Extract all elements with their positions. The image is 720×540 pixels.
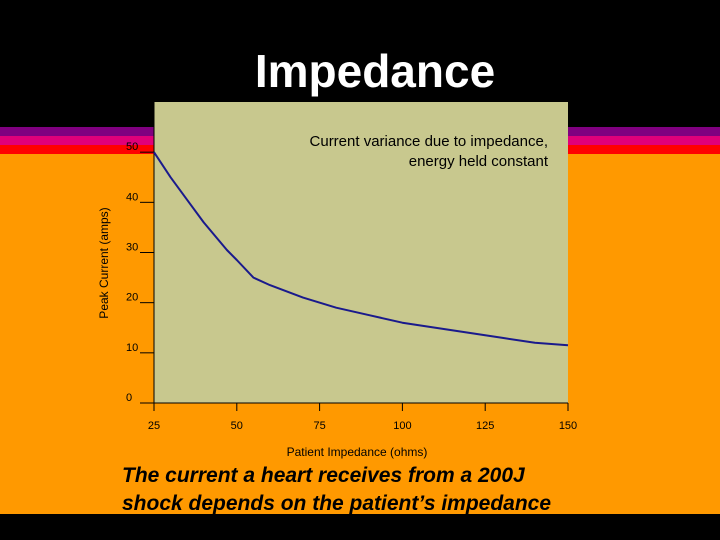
slide-caption: The current a heart receives from a 200J… [122, 462, 682, 518]
x-tick-label: 125 [476, 420, 494, 432]
x-tick-label: 50 [231, 420, 243, 432]
y-tick-label: 60 [126, 91, 138, 103]
y-tick-label: 30 [126, 242, 138, 254]
y-tick-label: 10 [126, 342, 138, 354]
x-tick-label: 100 [393, 420, 411, 432]
x-tick-label: 25 [148, 420, 160, 432]
y-tick-label: 40 [126, 191, 138, 203]
y-tick-label: 20 [126, 292, 138, 304]
x-axis-title: Patient Impedance (ohms) [287, 445, 428, 459]
y-tick-label: 0 [126, 392, 132, 404]
slide-title: Impedance [254, 45, 496, 97]
series-line [153, 151, 569, 347]
chart-annotation-line-1: Current variance due to impedance, [310, 133, 548, 150]
y-tick-label: 50 [126, 141, 138, 153]
caption-line-1: The current a heart receives from a 200J [122, 464, 525, 487]
plot-area [154, 102, 568, 403]
y-axis-title: Peak Current (amps) [97, 207, 111, 318]
x-tick-label: 150 [559, 420, 577, 432]
caption-line-2: shock depends on the patient’s impedance [122, 492, 552, 515]
x-tick-label: 75 [313, 420, 325, 432]
chart-annotation-line-2: energy held constant [409, 153, 549, 170]
